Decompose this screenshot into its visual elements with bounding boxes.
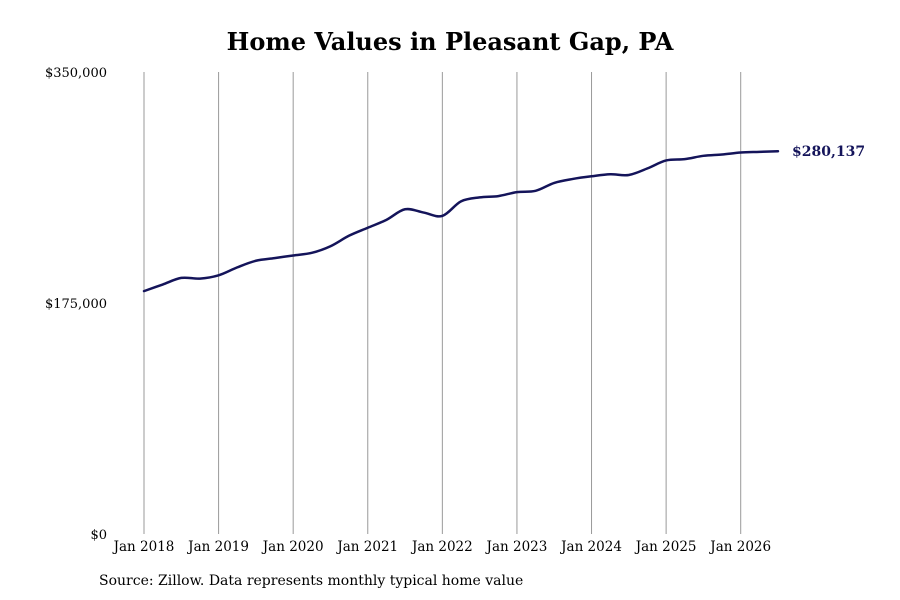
x-axis-ticks: Jan 2018 Jan 2019 Jan 2020 Jan 2021 Jan 2022… <box>112 539 772 555</box>
source-note: Source: Zillow. Data represents monthly … <box>99 573 524 589</box>
chart-title: Home Values in Pleasant Gap, PA <box>226 27 674 56</box>
x-tick-label: Jan 2020 <box>261 539 324 555</box>
y-tick-label: $350,000 <box>45 66 107 81</box>
grid-lines <box>143 72 742 534</box>
series-layer: $280,137 <box>142 144 865 293</box>
x-tick-label: Jan 2022 <box>410 539 473 555</box>
x-tick-label: Jan 2023 <box>485 539 548 555</box>
x-tick-label: Jan 2024 <box>559 539 622 555</box>
x-tick-label: Jan 2026 <box>708 539 771 555</box>
end-value-label: $280,137 <box>792 144 865 160</box>
x-tick-label: Jan 2021 <box>335 539 398 555</box>
y-tick-label: $175,000 <box>45 297 107 312</box>
y-tick-label: $0 <box>90 528 107 543</box>
x-tick-label: Jan 2018 <box>112 539 175 555</box>
x-tick-label: Jan 2019 <box>186 539 249 555</box>
y-axis-ticks: $350,000 $175,000 $0 <box>45 66 107 543</box>
series-line <box>142 149 780 293</box>
x-tick-label: Jan 2025 <box>634 539 697 555</box>
